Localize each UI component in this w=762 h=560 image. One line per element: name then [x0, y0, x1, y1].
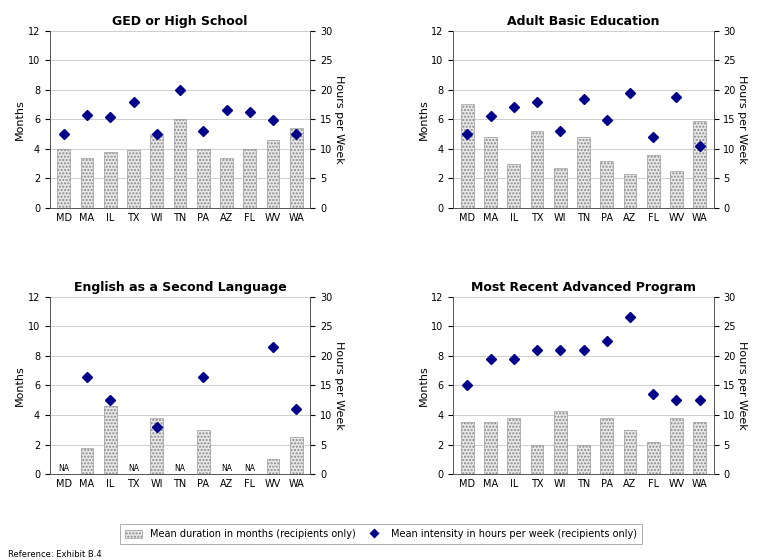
Bar: [484, 137, 497, 208]
Bar: [290, 128, 303, 208]
Y-axis label: Hours per Week: Hours per Week: [334, 75, 344, 164]
Text: NA: NA: [59, 464, 69, 473]
Y-axis label: Months: Months: [418, 99, 428, 139]
Y-axis label: Months: Months: [418, 365, 428, 406]
Bar: [150, 418, 163, 474]
Bar: [174, 119, 187, 208]
Bar: [507, 418, 520, 474]
Bar: [484, 422, 497, 474]
Y-axis label: Hours per Week: Hours per Week: [737, 75, 747, 164]
Bar: [57, 149, 70, 208]
Bar: [600, 418, 613, 474]
Y-axis label: Months: Months: [15, 99, 25, 139]
Bar: [220, 158, 233, 208]
Text: Reference: Exhibit B.4: Reference: Exhibit B.4: [8, 550, 101, 559]
Bar: [127, 150, 140, 208]
Legend: Mean duration in months (recipients only), Mean intensity in hours per week (rec: Mean duration in months (recipients only…: [120, 524, 642, 544]
Bar: [104, 406, 117, 474]
Bar: [670, 418, 683, 474]
Bar: [554, 410, 567, 474]
Bar: [623, 174, 636, 208]
Bar: [670, 171, 683, 208]
Y-axis label: Hours per Week: Hours per Week: [334, 341, 344, 430]
Bar: [647, 155, 660, 208]
Bar: [647, 442, 660, 474]
Bar: [243, 149, 256, 208]
Bar: [577, 445, 590, 474]
Bar: [507, 164, 520, 208]
Text: NA: NA: [174, 464, 185, 473]
Bar: [530, 131, 543, 208]
Title: GED or High School: GED or High School: [112, 15, 248, 28]
Bar: [197, 149, 210, 208]
Bar: [81, 158, 94, 208]
Bar: [267, 459, 280, 474]
Bar: [623, 430, 636, 474]
Bar: [197, 430, 210, 474]
Text: NA: NA: [221, 464, 232, 473]
Title: Adult Basic Education: Adult Basic Education: [507, 15, 660, 28]
Bar: [600, 161, 613, 208]
Bar: [461, 422, 474, 474]
Bar: [461, 105, 474, 208]
Y-axis label: Hours per Week: Hours per Week: [737, 341, 747, 430]
Bar: [150, 134, 163, 208]
Bar: [693, 121, 706, 208]
Title: English as a Second Language: English as a Second Language: [74, 281, 287, 294]
Title: Most Recent Advanced Program: Most Recent Advanced Program: [471, 281, 696, 294]
Bar: [267, 140, 280, 208]
Y-axis label: Months: Months: [15, 365, 25, 406]
Bar: [693, 422, 706, 474]
Bar: [577, 137, 590, 208]
Bar: [290, 437, 303, 474]
Text: NA: NA: [245, 464, 255, 473]
Bar: [81, 447, 94, 474]
Text: NA: NA: [128, 464, 139, 473]
Bar: [554, 168, 567, 208]
Bar: [104, 152, 117, 208]
Bar: [530, 445, 543, 474]
